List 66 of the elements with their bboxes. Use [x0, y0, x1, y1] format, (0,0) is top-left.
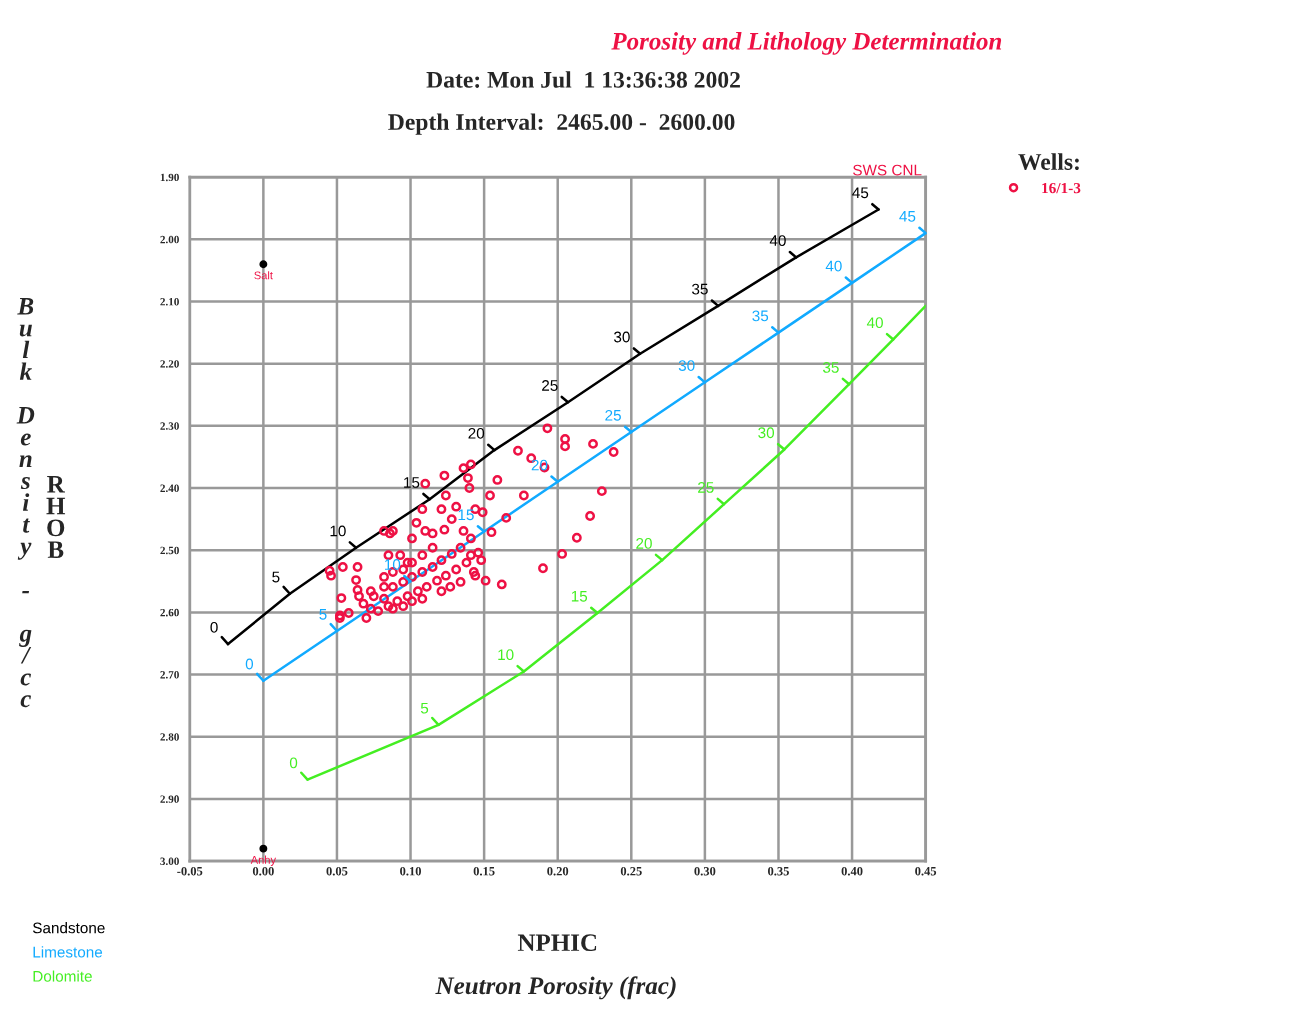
- x-tick-label: 0.20: [547, 867, 569, 876]
- annotation: 40: [866, 317, 883, 329]
- x-tick-label: 0.30: [694, 867, 716, 876]
- x-tick-label: -0.05: [177, 867, 203, 876]
- annotation: 35: [752, 310, 769, 322]
- annotation: 20: [636, 537, 652, 549]
- text: Sandstone: [32, 922, 105, 934]
- text: Limestone: [33, 946, 103, 958]
- text: Bulk Density - g/cc: [16, 298, 35, 708]
- annotation: 10: [384, 559, 401, 570]
- annotation: 45: [852, 187, 869, 199]
- annotation: 10: [498, 649, 514, 661]
- chart-title: Porosity and Lithology Determination: [611, 32, 1002, 55]
- annotation: 35: [692, 283, 708, 295]
- y-tick-label: 2.30: [160, 422, 179, 430]
- annotation: 0: [245, 658, 254, 670]
- annotation: 45: [899, 211, 916, 222]
- y-tick-label: 2.00: [160, 235, 179, 244]
- annotation: 30: [614, 331, 630, 343]
- y-tick-label: 2.50: [160, 546, 179, 555]
- x-tick-label: 0.25: [620, 867, 642, 876]
- annotation: 5: [319, 609, 327, 620]
- annotation: 30: [678, 360, 695, 371]
- text: Neutron Porosity (frac): [435, 976, 676, 1000]
- x-tick-label: 0.10: [400, 867, 421, 876]
- legend-title: Wells:: [1018, 153, 1079, 171]
- annotation: 10: [330, 525, 346, 537]
- annotation: Salt: [254, 271, 273, 280]
- x-tick-label: 0.35: [768, 867, 789, 876]
- annotation: 15: [458, 509, 474, 521]
- x-tick-label: 0.00: [252, 867, 274, 876]
- y-tick-label: 2.20: [160, 360, 179, 368]
- annotation: 40: [769, 235, 786, 247]
- y-tick-label: 3.00: [160, 857, 179, 866]
- annotation: 15: [571, 590, 588, 602]
- y-tick-label: 2.40: [160, 484, 179, 493]
- annotation: 15: [404, 477, 420, 488]
- annotation: 20: [468, 427, 485, 439]
- annotation: Anhy: [250, 855, 277, 866]
- annotation: 5: [420, 702, 429, 714]
- x-tick-label: 0.40: [841, 867, 863, 876]
- annotation: 25: [605, 409, 621, 421]
- y-axis-title: RHOB: [46, 476, 66, 558]
- annotation: 30: [758, 427, 775, 439]
- y-tick-label: 1.90: [160, 173, 179, 182]
- y-tick-label: 2.90: [160, 795, 179, 803]
- x-tick-label: 0.05: [326, 867, 348, 876]
- y-tick-label: 2.80: [160, 733, 179, 741]
- annotation: 0: [289, 757, 298, 769]
- y-tick-label: 2.10: [160, 297, 179, 306]
- x-tick-label: 0.45: [915, 867, 937, 876]
- x-tick-label: 0.15: [473, 867, 495, 876]
- chart-subtitle: Date: Mon Jul 1 13:36:38 2002: [426, 71, 740, 88]
- annotation: 0: [210, 621, 218, 633]
- y-tick-label: 2.60: [160, 608, 179, 617]
- annotation: 25: [698, 482, 714, 493]
- text: Depth Interval: 2465.00 - 2600.00: [388, 113, 735, 135]
- y-tick-label: 2.70: [160, 671, 179, 679]
- text: SWS CNL: [853, 164, 922, 176]
- text: Dolomite: [33, 970, 92, 982]
- annotation: 40: [825, 260, 842, 272]
- legend-label: 16/1-3: [1042, 182, 1081, 194]
- annotation: 5: [272, 571, 280, 583]
- annotation: 35: [822, 362, 839, 373]
- x-axis-title: NPHIC: [517, 934, 597, 952]
- annotation: 25: [542, 380, 558, 391]
